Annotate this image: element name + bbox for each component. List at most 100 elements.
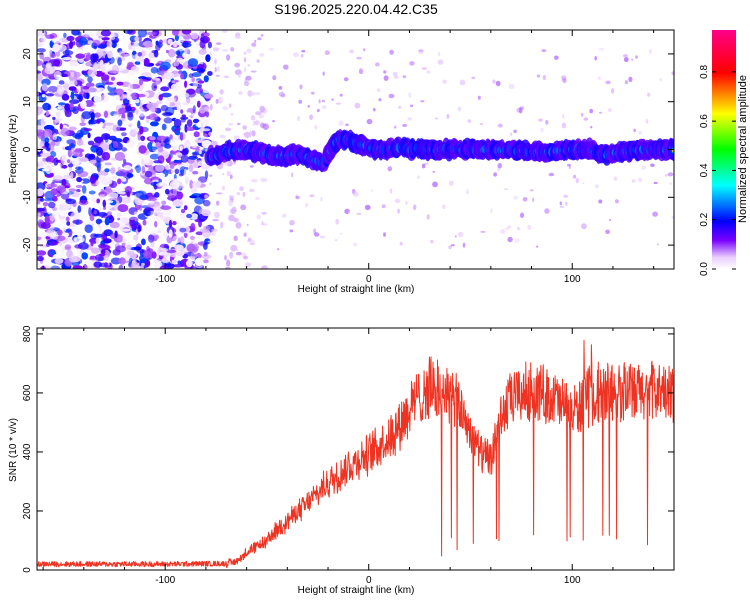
noise-blob	[124, 253, 129, 261]
noise-blob	[45, 93, 55, 97]
noise-blob	[225, 127, 232, 132]
noise-blob	[561, 122, 567, 129]
noise-blob	[96, 118, 101, 124]
noise-blob	[85, 62, 93, 67]
noise-blob	[54, 118, 61, 123]
noise-blob	[82, 185, 87, 194]
noise-blob	[160, 205, 172, 210]
noise-blob	[235, 222, 242, 229]
noise-blob	[57, 229, 63, 236]
noise-blob	[222, 106, 229, 111]
noise-blob	[480, 230, 486, 233]
noise-blob	[159, 182, 163, 186]
noise-blob	[199, 107, 206, 114]
noise-blob	[186, 119, 193, 127]
noise-blob	[635, 55, 638, 59]
noise-blob	[269, 47, 274, 51]
noise-blob	[75, 53, 85, 59]
noise-blob	[497, 168, 500, 172]
noise-blob	[43, 198, 55, 202]
noise-blob	[420, 100, 425, 103]
noise-blob	[300, 53, 304, 58]
noise-blob	[641, 165, 646, 170]
noise-blob	[442, 79, 447, 84]
noise-blob	[154, 221, 158, 228]
noise-blob	[53, 210, 62, 214]
noise-blob	[515, 238, 520, 243]
noise-blob	[529, 189, 534, 192]
noise-blob	[582, 182, 585, 185]
noise-blob	[203, 75, 209, 83]
noise-blob	[105, 81, 114, 85]
noise-blob	[234, 69, 242, 76]
x-tick-label: 100	[564, 274, 581, 285]
noise-blob	[201, 128, 211, 132]
noise-blob	[118, 257, 126, 265]
noise-blob	[98, 174, 107, 184]
noise-blob	[40, 37, 47, 42]
noise-blob	[548, 172, 555, 177]
noise-blob	[233, 248, 239, 252]
colorbar-tick-label: 0.6	[699, 114, 710, 128]
noise-blob	[238, 73, 241, 78]
noise-blob	[167, 48, 176, 58]
noise-blob	[371, 188, 373, 193]
noise-blob	[81, 204, 90, 210]
noise-blob	[149, 200, 155, 205]
x-tick-label: 0	[366, 575, 372, 586]
noise-blob	[448, 180, 454, 187]
noise-blob	[37, 42, 43, 47]
noise-blob	[389, 49, 394, 55]
noise-blob	[41, 94, 46, 98]
noise-blob	[594, 184, 599, 188]
noise-blob	[64, 103, 71, 112]
noise-blob	[459, 79, 466, 86]
noise-blob	[513, 129, 517, 134]
noise-blob	[42, 202, 49, 207]
noise-blob	[61, 57, 72, 61]
noise-blob	[135, 190, 147, 199]
noise-blob	[392, 71, 398, 77]
noise-blob	[134, 61, 141, 65]
noise-blob	[56, 185, 66, 194]
noise-blob	[58, 80, 65, 85]
noise-blob	[559, 201, 562, 206]
noise-blob	[44, 66, 56, 75]
noise-blob	[111, 175, 118, 180]
noise-blob	[151, 82, 158, 92]
noise-blob	[153, 49, 159, 58]
noise-blob	[64, 244, 72, 250]
y-tick-label: 800	[22, 325, 33, 342]
noise-blob	[191, 78, 195, 83]
noise-blob	[108, 70, 119, 74]
noise-blob	[112, 141, 118, 149]
noise-blob	[89, 159, 97, 164]
noise-blob	[174, 168, 180, 175]
noise-blob	[68, 188, 77, 193]
noise-blob	[204, 194, 209, 199]
noise-blob	[373, 108, 376, 112]
noise-blob	[163, 231, 169, 238]
noise-blob	[95, 218, 103, 225]
noise-blob	[504, 227, 510, 230]
noise-blob	[299, 84, 303, 90]
noise-blob	[219, 134, 226, 139]
noise-blob	[375, 62, 380, 67]
noise-blob	[49, 213, 56, 222]
noise-blob	[638, 131, 642, 135]
noise-blob	[149, 153, 160, 160]
noise-blob	[129, 70, 135, 76]
noise-blob	[597, 76, 601, 80]
noise-blob	[172, 235, 182, 244]
noise-blob	[503, 188, 509, 191]
noise-blob	[100, 94, 109, 103]
noise-blob	[246, 48, 252, 54]
noise-blob	[500, 229, 506, 234]
noise-blob	[364, 204, 371, 211]
noise-blob	[104, 58, 109, 63]
noise-blob	[510, 132, 513, 136]
noise-blob	[155, 164, 165, 172]
noise-blob	[165, 100, 171, 107]
noise-blob	[221, 30, 228, 34]
noise-blob	[149, 125, 154, 130]
